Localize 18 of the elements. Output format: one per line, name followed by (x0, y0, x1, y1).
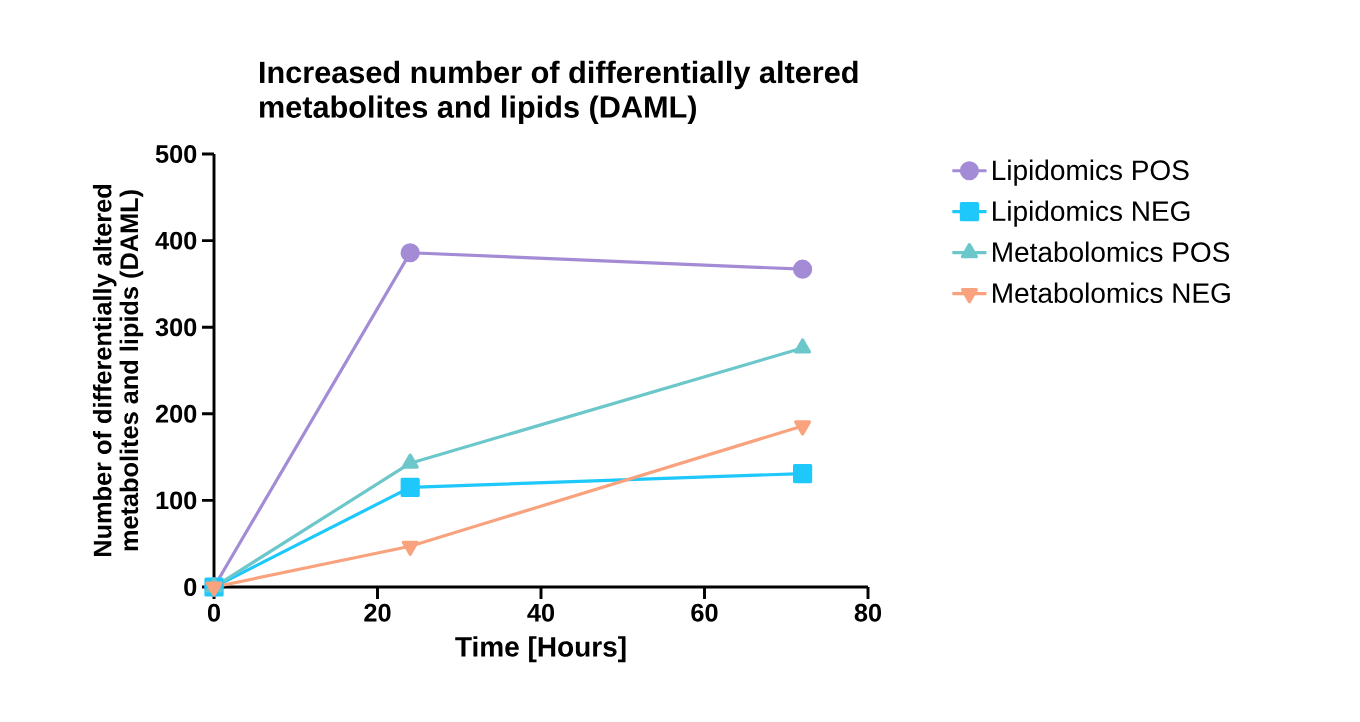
x-tick-label: 80 (854, 603, 882, 622)
y-tick-label: 400 (155, 231, 197, 250)
x-tick-label: 60 (691, 603, 718, 622)
legend-label: Lipidomics POS (993, 159, 1189, 186)
legend-label: Metabolomics POS (993, 241, 1230, 263)
y-axis-title: Number of differentially altered metabolites and lipids (DAML) (92, 184, 144, 557)
x-tick-label: 0 (207, 603, 221, 622)
y-tick-label: 500 (155, 145, 197, 163)
legend-label: Metabolomics NEG (993, 282, 1230, 304)
y-tick-label: 300 (155, 318, 197, 337)
x-axis-title: Time [Hours] (455, 636, 626, 663)
y-tick-label: 200 (155, 404, 197, 423)
y-tick-label: 0 (184, 578, 197, 596)
legend-label: Lipidomics NEG (993, 200, 1190, 227)
x-tick-label: 20 (364, 603, 391, 622)
chart-title: Increased number of differentially altered metabolites and lipids (DAML) (259, 60, 858, 124)
y-tick-label: 100 (156, 491, 197, 510)
x-tick-label: 40 (527, 603, 555, 622)
